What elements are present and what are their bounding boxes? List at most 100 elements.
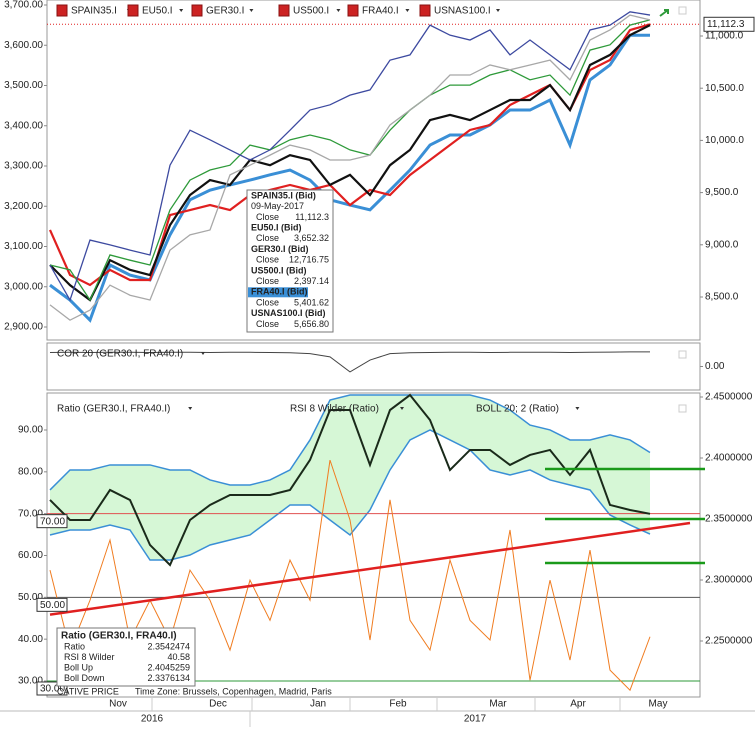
info-label: Boll Up xyxy=(64,662,93,672)
y-tick-label: 10,000.0 xyxy=(705,135,744,146)
series-line xyxy=(49,19,651,302)
info-value: 2.3542474 xyxy=(147,641,190,651)
y-tick-label: 8,500.0 xyxy=(705,292,739,303)
trend-line xyxy=(49,521,691,616)
legend-dropdown[interactable] xyxy=(201,352,205,355)
info-label: Ratio xyxy=(64,641,85,651)
legend-dropdown[interactable] xyxy=(249,9,254,12)
legend-icon xyxy=(191,4,203,17)
info-value: 2.3376134 xyxy=(147,673,190,683)
legend-icon xyxy=(127,4,139,17)
legend-dropdown[interactable] xyxy=(188,407,193,410)
tooltip-series: FRA40.I (Bid) xyxy=(251,287,308,297)
legend-dropdown[interactable] xyxy=(179,9,184,12)
cor-line xyxy=(49,351,650,373)
price-marker-box xyxy=(703,16,755,32)
tooltip-close-label: Close xyxy=(256,212,279,222)
price-panel xyxy=(46,0,701,341)
y-tick-label: 2.4500000 xyxy=(705,392,753,403)
tooltip-close-value: 12,716.75 xyxy=(289,255,329,265)
info-value: 2.4045259 xyxy=(147,662,190,672)
y-tick-label: 2.3000000 xyxy=(705,575,753,586)
plot-area xyxy=(49,351,650,373)
y-tick-label: 50.00 xyxy=(18,592,43,603)
boll-down-line xyxy=(49,429,651,561)
trend-icon[interactable] xyxy=(659,9,669,17)
level-label-box xyxy=(36,514,68,529)
y-tick-label: 10,500.0 xyxy=(705,83,744,94)
level-label: 30.00 xyxy=(40,684,65,695)
legend-dropdown[interactable] xyxy=(496,9,500,12)
legend-dropdown[interactable] xyxy=(575,407,580,410)
footer-price: CATIVE PRICE xyxy=(57,686,119,696)
y-tick-label: 9,000.0 xyxy=(705,239,739,250)
legend-entry[interactable]: GER30.I xyxy=(206,6,244,17)
tooltip-series: EU50.I (Bid) xyxy=(251,222,302,232)
y-tick-label: 80.00 xyxy=(18,466,43,477)
legend-dropdown[interactable] xyxy=(336,9,341,12)
y-tick-label: 2.2500000 xyxy=(705,636,753,647)
ratio-line xyxy=(49,393,651,567)
y-tick-label: 2,900.00 xyxy=(4,322,43,333)
tooltip-date: 09-May-2017 xyxy=(251,201,304,211)
info-title: Ratio (GER30.I, FRA40.I) xyxy=(61,631,177,642)
info-label: Boll Down xyxy=(64,673,105,683)
info-box-frame xyxy=(56,627,196,687)
panel-title[interactable]: COR 20 (GER30.I, FRA40.I) xyxy=(57,349,183,360)
tooltip-highlight xyxy=(248,287,308,298)
y-tick-label: 60.00 xyxy=(18,550,43,561)
panel-icon[interactable] xyxy=(678,350,687,359)
price-marker-label: 11,112.3 xyxy=(707,19,745,30)
y-tick-label: 2.4000000 xyxy=(705,453,753,464)
cor-panel xyxy=(46,342,701,391)
tooltip-close-label: Close xyxy=(256,233,279,243)
y-tick-label: 3,700.00 xyxy=(4,0,43,11)
legend-entry[interactable]: USNAS100.I xyxy=(434,6,491,17)
year-label: 2016 xyxy=(141,714,164,725)
tooltip-close-label: Close xyxy=(256,276,279,286)
series-line xyxy=(49,11,651,302)
year-label: 2017 xyxy=(464,714,487,725)
legend-entry[interactable]: EU50.I xyxy=(142,6,173,17)
legend-entry[interactable]: Ratio (GER30.I, FRA40.I) xyxy=(57,404,170,415)
tooltip-series: USNAS100.I (Bid) xyxy=(251,308,326,318)
y-tick-label: 11,000.0 xyxy=(705,31,744,42)
legend-entry[interactable]: US500.I xyxy=(293,6,329,17)
panel-icon[interactable] xyxy=(678,6,687,15)
y-tick-label: 70.00 xyxy=(18,508,43,519)
x-tick-label: Jan xyxy=(310,699,326,710)
tooltip-close-label: Close xyxy=(256,297,279,307)
tooltip-close-value: 3,652.32 xyxy=(294,233,329,243)
tooltip-close-label: Close xyxy=(256,255,279,265)
tooltip-close-value: 11,112.3 xyxy=(295,212,329,222)
legend-entry[interactable]: RSI 8 Wilder (Ratio) xyxy=(290,404,379,415)
plot-area xyxy=(47,11,700,323)
y-tick-label: 30.00 xyxy=(18,676,43,687)
x-tick-label: Apr xyxy=(570,699,586,710)
legend-icon xyxy=(278,4,290,17)
tooltip-series: GER30.I (Bid) xyxy=(251,244,309,254)
plot-area xyxy=(47,393,700,692)
info-value: 40.58 xyxy=(167,652,190,662)
legend-icon xyxy=(56,4,68,17)
tooltip-box xyxy=(246,189,334,333)
series-line xyxy=(49,14,651,321)
panel-icon[interactable] xyxy=(678,404,687,413)
footer-timezone: Time Zone: Brussels, Copenhagen, Madrid,… xyxy=(135,686,332,696)
tooltip-close-value: 5,401.62 xyxy=(294,297,329,307)
legend-dropdown[interactable] xyxy=(400,407,404,410)
y-tick-label: 3,600.00 xyxy=(4,40,43,51)
y-tick-label: 3,500.00 xyxy=(4,80,43,91)
legend-entry[interactable]: SPAIN35.I xyxy=(71,6,117,17)
x-tick-label: Feb xyxy=(389,699,407,710)
info-box: Ratio (GER30.I, FRA40.I)Ratio 2.3542474 RS… xyxy=(56,627,196,687)
y-tick-label: 3,400.00 xyxy=(4,120,43,131)
legend-entry[interactable]: BOLL 20; 2 (Ratio) xyxy=(476,404,559,415)
y-tick-label: 90.00 xyxy=(18,425,43,436)
bollinger-fill xyxy=(50,395,650,560)
legend-dropdown[interactable] xyxy=(405,9,410,12)
y-tick-label: 3,200.00 xyxy=(4,201,43,212)
legend-entry[interactable]: FRA40.I xyxy=(362,6,399,17)
